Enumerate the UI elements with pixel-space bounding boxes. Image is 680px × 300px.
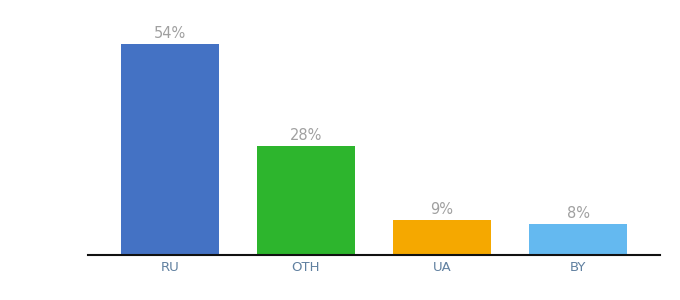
Text: 54%: 54%: [154, 26, 186, 41]
Bar: [529, 224, 627, 255]
Text: 28%: 28%: [290, 128, 322, 143]
Text: 8%: 8%: [566, 206, 590, 221]
Bar: [393, 220, 491, 255]
Bar: [257, 146, 355, 255]
Text: 9%: 9%: [430, 202, 454, 217]
Bar: [121, 44, 219, 255]
